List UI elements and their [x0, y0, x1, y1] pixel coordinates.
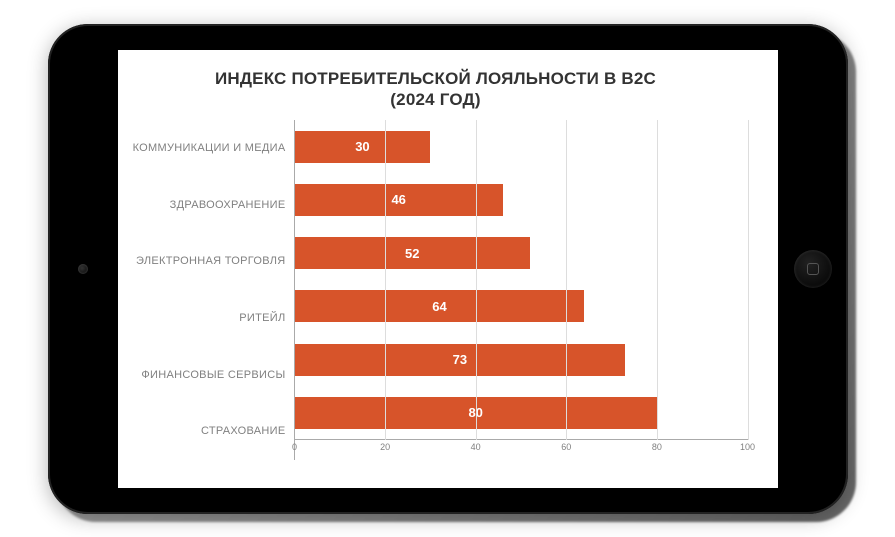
x-tick: 20 — [380, 442, 390, 452]
category-label: ЗДРАВООХРАНЕНИЕ — [124, 177, 294, 234]
tablet-device: ИНДЕКС ПОТРЕБИТЕЛЬСКОЙ ЛОЯЛЬНОСТИ В B2C … — [48, 24, 848, 514]
x-axis-ticks: 0 20 40 60 80 100 — [295, 440, 748, 460]
category-label: ЭЛЕКТРОННАЯ ТОРГОВЛЯ — [124, 233, 294, 290]
x-tick: 80 — [652, 442, 662, 452]
category-label: КОММУНИКАЦИИ И МЕДИА — [124, 120, 294, 177]
tablet-screen: ИНДЕКС ПОТРЕБИТЕЛЬСКОЙ ЛОЯЛЬНОСТИ В B2C … — [118, 50, 778, 488]
bar-value: 46 — [391, 192, 405, 207]
bar-value: 52 — [405, 246, 419, 261]
category-label: СТРАХОВАНИЕ — [124, 403, 294, 460]
loyalty-chart: ИНДЕКС ПОТРЕБИТЕЛЬСКОЙ ЛОЯЛЬНОСТИ В B2C … — [118, 50, 778, 488]
y-axis-labels: КОММУНИКАЦИИ И МЕДИА ЗДРАВООХРАНЕНИЕ ЭЛЕ… — [124, 120, 294, 460]
bars-container: 30 46 52 64 73 80 — [295, 120, 748, 440]
gridline — [657, 120, 658, 440]
bar-value: 73 — [453, 352, 467, 367]
x-tick: 40 — [471, 442, 481, 452]
bar: 30 — [295, 131, 431, 163]
bar: 64 — [295, 290, 585, 322]
bar-row: 80 — [295, 386, 748, 439]
bar-value: 30 — [355, 139, 369, 154]
chart-title-line2: (2024 ГОД) — [390, 90, 480, 109]
bar: 52 — [295, 237, 531, 269]
bar-row: 46 — [295, 173, 748, 226]
bar-row: 73 — [295, 333, 748, 386]
bar-value: 64 — [432, 299, 446, 314]
bar: 46 — [295, 184, 503, 216]
plot: КОММУНИКАЦИИ И МЕДИА ЗДРАВООХРАНЕНИЕ ЭЛЕ… — [124, 120, 748, 460]
category-label: РИТЕЙЛ — [124, 290, 294, 347]
gridline — [748, 120, 749, 440]
bar-row: 64 — [295, 280, 748, 333]
bezel-right — [778, 24, 848, 514]
chart-title: ИНДЕКС ПОТРЕБИТЕЛЬСКОЙ ЛОЯЛЬНОСТИ В B2C … — [124, 68, 748, 111]
category-label: ФИНАНСОВЫЕ СЕРВИСЫ — [124, 346, 294, 403]
camera-icon — [78, 264, 88, 274]
tablet-frame: ИНДЕКС ПОТРЕБИТЕЛЬСКОЙ ЛОЯЛЬНОСТИ В B2C … — [48, 24, 848, 514]
bezel-left — [48, 24, 118, 514]
plot-area: 30 46 52 64 73 80 0 20 40 60 — [294, 120, 748, 460]
bar: 73 — [295, 344, 626, 376]
bar-row: 30 — [295, 120, 748, 173]
gridline — [476, 120, 477, 440]
gridline — [385, 120, 386, 440]
gridline — [566, 120, 567, 440]
home-button[interactable] — [794, 250, 832, 288]
x-tick: 0 — [292, 442, 297, 452]
x-tick: 100 — [740, 442, 755, 452]
x-tick: 60 — [561, 442, 571, 452]
home-button-icon — [807, 263, 819, 275]
chart-title-line1: ИНДЕКС ПОТРЕБИТЕЛЬСКОЙ ЛОЯЛЬНОСТИ В B2C — [215, 69, 656, 88]
bar-row: 52 — [295, 227, 748, 280]
